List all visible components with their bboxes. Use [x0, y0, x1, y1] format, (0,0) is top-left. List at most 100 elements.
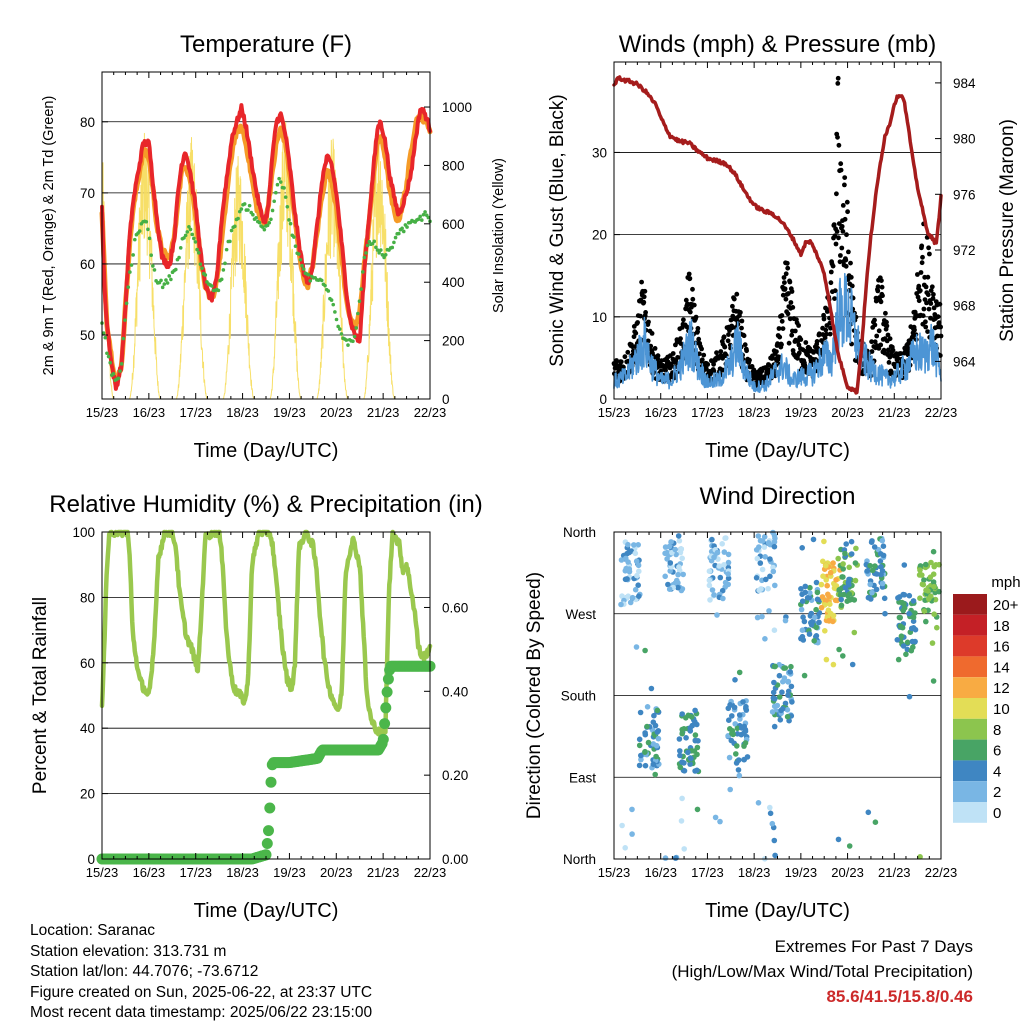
direction-point: [906, 693, 913, 700]
gust-point: [684, 324, 690, 330]
x-tick-label: 15/23: [86, 405, 119, 420]
dewpoint-point: [228, 239, 232, 244]
direction-point: [785, 692, 791, 698]
direction-point: [731, 704, 738, 711]
gust-point: [830, 263, 836, 269]
direction-point: [722, 535, 728, 541]
gust-point: [920, 313, 926, 319]
solar-line: [175, 137, 208, 400]
dewpoint-point: [262, 227, 267, 232]
legend-swatch: [953, 718, 987, 740]
direction-point: [917, 563, 924, 569]
y2-tick-label: 1000: [442, 100, 472, 115]
dewpoint-point: [356, 311, 360, 316]
direction-point: [642, 749, 648, 755]
gust-point: [696, 336, 702, 342]
direction-point: [637, 709, 644, 716]
gust-point: [872, 339, 878, 345]
y2-tick-label: 600: [442, 217, 465, 232]
dewpoint-point: [300, 263, 304, 268]
direction-point: [909, 625, 915, 632]
direction-point: [916, 572, 923, 578]
gust-point: [675, 355, 680, 360]
direction-point: [934, 624, 940, 631]
solar-line: [222, 156, 255, 400]
direction-point: [838, 596, 844, 603]
gust-point: [783, 271, 789, 277]
direction-point: [725, 575, 732, 582]
y2-tick-label: 972: [953, 243, 976, 258]
gust-point: [742, 342, 748, 348]
y-tick-label: 30: [592, 145, 607, 160]
gust-point: [838, 253, 843, 258]
gust-point: [869, 339, 874, 345]
direction-point: [742, 728, 749, 734]
direction-point: [923, 561, 929, 568]
y2-axis-label: Station Pressure (Maroon): [997, 119, 1018, 342]
direction-point: [831, 585, 838, 591]
direction-point: [813, 579, 820, 586]
direction-point: [740, 699, 746, 705]
direction-point: [642, 762, 649, 769]
direction-point: [736, 669, 743, 676]
direction-point: [736, 712, 743, 718]
direction-point: [727, 702, 733, 708]
dewpoint-point: [392, 240, 396, 245]
chart-title: Temperature (F): [180, 31, 352, 58]
direction-point: [636, 568, 642, 575]
x-tick-label: 19/23: [273, 405, 306, 420]
gust-point: [726, 332, 731, 337]
gust-point: [843, 257, 849, 263]
gust-point: [926, 306, 932, 312]
gust-point: [884, 319, 889, 325]
gust-point: [836, 142, 842, 148]
legend-title: mph: [991, 574, 1020, 591]
dewpoint-point: [198, 262, 203, 266]
gust-point: [878, 342, 884, 348]
gust-point: [839, 245, 845, 251]
gust-point: [645, 338, 651, 344]
gust-point: [880, 293, 885, 299]
direction-point: [823, 577, 829, 583]
gust-point: [916, 298, 922, 304]
gust-point: [842, 182, 847, 188]
direction-point: [679, 730, 685, 737]
direction-point: [777, 717, 784, 723]
panel-1: 15/23 16/23 17/23 18/23 19/23 20/23 21/23 22/23…: [41, 31, 507, 462]
dewpoint-point: [269, 217, 273, 222]
gust-point: [928, 288, 934, 293]
gust-point: [884, 323, 890, 329]
x-tick-label: 22/23: [925, 865, 958, 880]
dewpoint-point: [383, 253, 388, 257]
gust-point: [803, 340, 809, 345]
direction-point: [625, 541, 631, 548]
dewpoint-point: [367, 239, 372, 244]
x-tick-label: 19/23: [785, 865, 818, 880]
dewpoint-point: [216, 288, 221, 293]
direction-point: [726, 754, 733, 761]
gust-point: [693, 314, 699, 320]
gust-point: [885, 332, 891, 338]
y-tick-label: 20: [80, 787, 95, 802]
x-tick-label: 18/23: [738, 405, 771, 420]
direction-point: [800, 614, 806, 620]
y-tick-label: 60: [80, 656, 95, 671]
dewpoint-point: [272, 199, 277, 204]
gust-point: [836, 235, 841, 241]
dewpoint-point: [147, 236, 152, 241]
gust-point: [874, 333, 880, 339]
precip-point: [264, 802, 276, 814]
direction-point: [754, 614, 761, 621]
gust-point: [782, 280, 787, 285]
gust-point: [703, 366, 709, 371]
direction-point: [766, 608, 772, 614]
direction-point: [930, 678, 937, 684]
wind-line: [613, 272, 942, 394]
gust-point: [614, 358, 619, 363]
dewpoint-point: [118, 369, 122, 373]
direction-point: [681, 760, 687, 766]
direction-point: [676, 567, 683, 574]
dewpoint-point: [149, 253, 153, 258]
direction-point: [762, 636, 768, 642]
legend-swatch: [953, 739, 987, 761]
